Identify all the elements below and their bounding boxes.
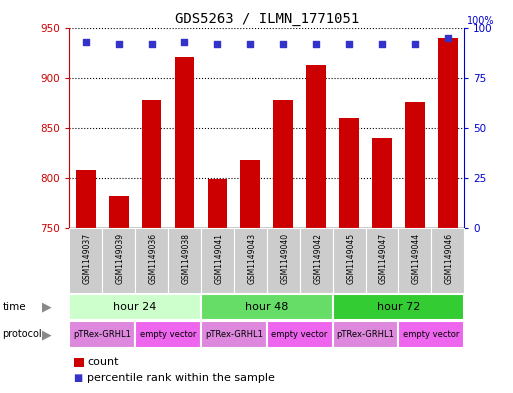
Title: GDS5263 / ILMN_1771051: GDS5263 / ILMN_1771051 [174,13,359,26]
Bar [372,138,392,228]
Bar [241,160,260,228]
Text: pTRex-GRHL1: pTRex-GRHL1 [205,330,263,339]
Bar [207,179,227,228]
Text: count: count [87,357,119,367]
Text: empty vector: empty vector [403,330,460,339]
Point [345,40,353,47]
Bar [332,294,464,320]
Point [378,40,386,47]
Bar [201,228,234,293]
Bar [399,321,464,348]
Text: empty vector: empty vector [271,330,328,339]
Bar [332,228,365,293]
Bar [102,228,135,293]
Text: percentile rank within the sample: percentile rank within the sample [87,373,275,383]
Bar [306,64,326,228]
Text: GSM1149037: GSM1149037 [83,233,92,284]
Bar [399,228,431,293]
Bar [267,321,332,348]
Text: pTRex-GRHL1: pTRex-GRHL1 [73,330,131,339]
Point [411,40,419,47]
Text: 100%: 100% [467,16,495,26]
Bar [69,321,135,348]
Bar [174,57,194,228]
Text: hour 72: hour 72 [377,302,420,312]
Text: GSM1149045: GSM1149045 [346,233,355,284]
Bar [201,294,332,320]
Bar [76,170,95,228]
Text: GSM1149042: GSM1149042 [313,233,322,284]
Bar [438,37,458,228]
Point [147,40,155,47]
Text: ▶: ▶ [42,300,52,314]
Text: GSM1149041: GSM1149041 [214,233,224,284]
Bar [109,196,128,228]
Text: GSM1149036: GSM1149036 [149,233,157,284]
Bar [267,228,300,293]
Bar [332,321,399,348]
Bar [69,228,102,293]
Bar [365,228,399,293]
Text: GSM1149046: GSM1149046 [445,233,454,284]
Point [246,40,254,47]
Point [114,40,123,47]
Bar [69,294,201,320]
Bar [142,100,162,228]
Text: ■: ■ [73,373,83,383]
Bar [168,228,201,293]
Text: ▶: ▶ [42,328,52,341]
Bar [339,118,359,228]
Text: protocol: protocol [3,329,42,340]
Point [444,35,452,41]
Point [181,39,189,45]
Bar [135,321,201,348]
Text: GSM1149047: GSM1149047 [379,233,388,284]
Bar [300,228,332,293]
Bar [273,100,293,228]
Text: time: time [3,302,26,312]
Text: empty vector: empty vector [140,330,196,339]
Point [312,40,320,47]
Text: GSM1149044: GSM1149044 [412,233,421,284]
Text: pTRex-GRHL1: pTRex-GRHL1 [337,330,394,339]
Text: hour 48: hour 48 [245,302,288,312]
Text: GSM1149043: GSM1149043 [247,233,256,284]
Point [82,39,90,45]
Text: GSM1149039: GSM1149039 [116,233,125,284]
Point [279,40,287,47]
Bar [135,228,168,293]
Point [213,40,222,47]
Bar [234,228,267,293]
Text: GSM1149038: GSM1149038 [182,233,191,284]
Text: hour 24: hour 24 [113,302,157,312]
Bar [431,228,464,293]
Bar [201,321,267,348]
Bar [405,102,425,228]
Text: GSM1149040: GSM1149040 [281,233,289,284]
